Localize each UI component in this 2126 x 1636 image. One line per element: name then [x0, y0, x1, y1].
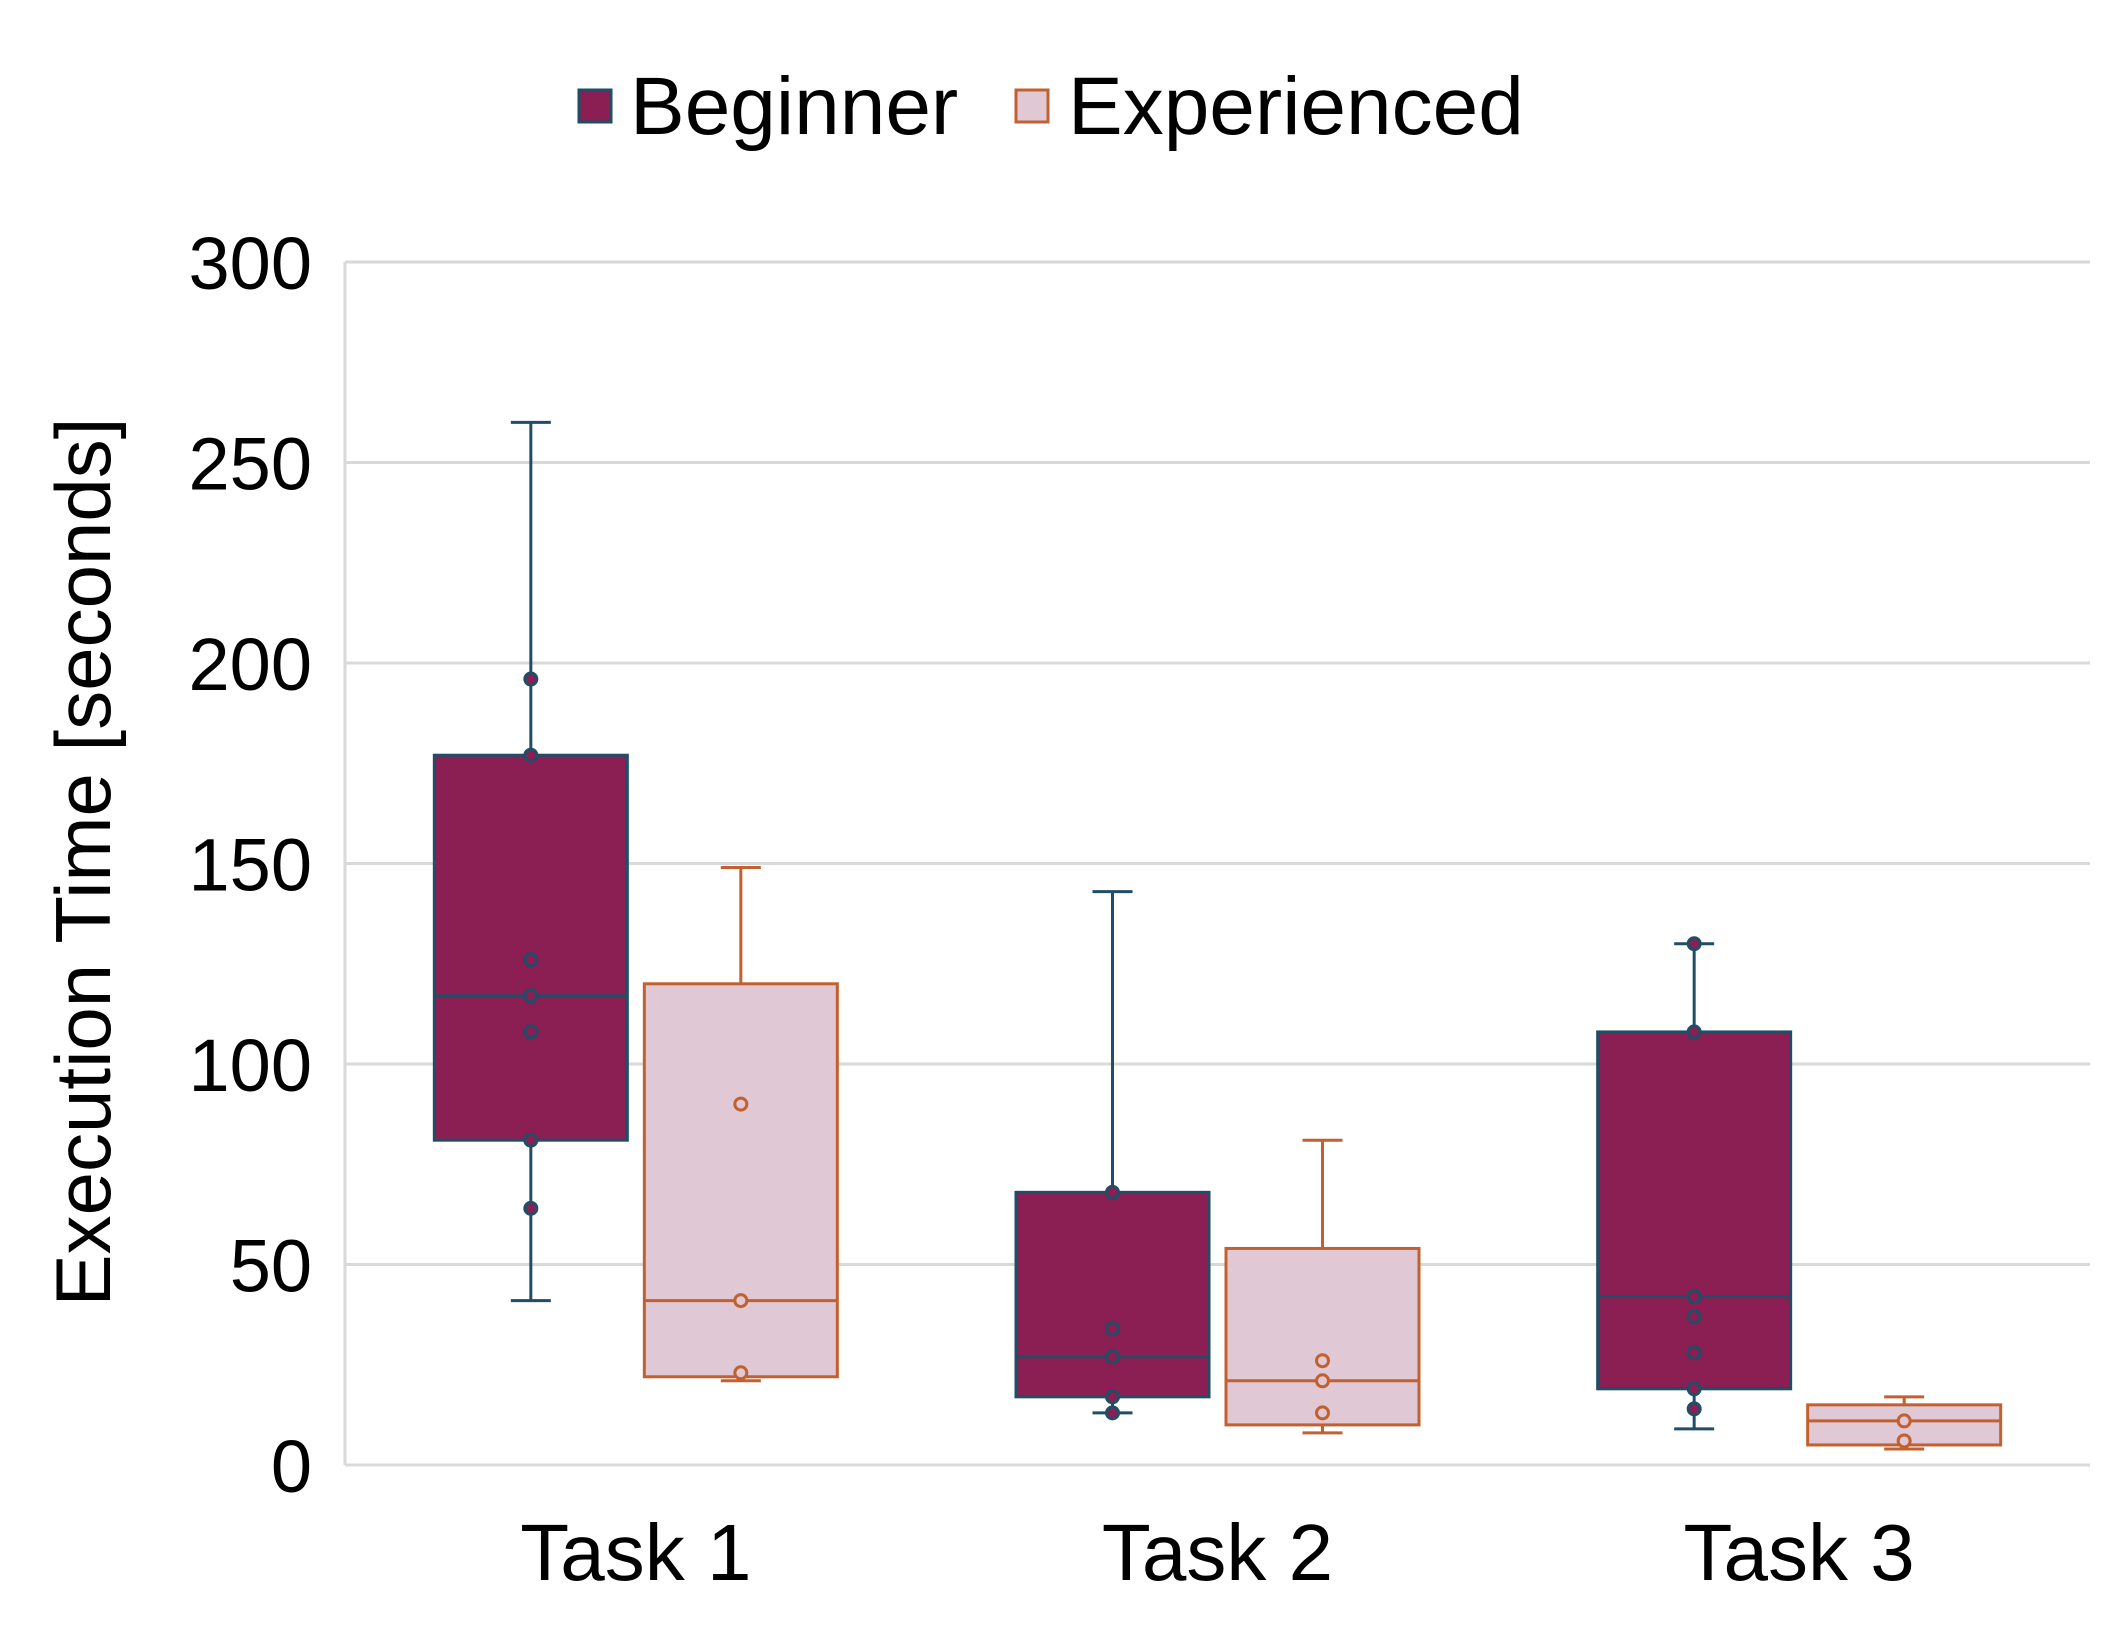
- data-point: [1896, 1433, 1912, 1449]
- data-point: [1105, 1389, 1120, 1405]
- data-point: [1686, 1289, 1702, 1305]
- gridlines: [343, 260, 2090, 1467]
- data-point: [1686, 1309, 1702, 1325]
- iqr-box: [1014, 1190, 1211, 1399]
- box-experienced-2: [1224, 1138, 1421, 1435]
- iqr-box: [642, 982, 839, 1379]
- y-tick-label: 250: [189, 423, 312, 506]
- y-tick-label: 100: [189, 1024, 312, 1107]
- data-point: [733, 1365, 749, 1381]
- y-tick-label: 200: [189, 623, 312, 706]
- data-point: [1686, 1024, 1702, 1040]
- data-point: [523, 1024, 539, 1040]
- x-tick-label: Task 3: [1684, 1508, 1915, 1597]
- box-experienced-1: [642, 866, 839, 1383]
- y-tick-label: 50: [230, 1225, 312, 1308]
- legend-swatch-experienced: [1014, 88, 1050, 124]
- data-point: [1686, 1381, 1702, 1397]
- y-axis-ticks: 0 50 100 150 200 250 300: [189, 222, 312, 1508]
- legend-label-experienced: Experienced: [1068, 61, 1524, 152]
- box-beginner-2: [1014, 890, 1211, 1421]
- data-point: [733, 1096, 749, 1112]
- data-point: [1105, 1321, 1120, 1337]
- box-experienced-3: [1806, 1395, 2003, 1451]
- x-tick-label: Task 1: [520, 1508, 751, 1597]
- box-beginner-3: [1596, 936, 1793, 1431]
- legend-label-beginner: Beginner: [630, 61, 958, 152]
- data-point: [1315, 1405, 1330, 1421]
- data-point: [523, 988, 539, 1004]
- data-point: [1105, 1184, 1120, 1200]
- y-tick-label: 300: [189, 222, 312, 305]
- data-point: [523, 747, 539, 763]
- data-point: [523, 671, 539, 687]
- box-beginner-1: [432, 420, 629, 1303]
- data-point: [1686, 1345, 1702, 1361]
- x-axis-categories: Task 1 Task 2 Task 3: [520, 1508, 1915, 1597]
- iqr-box: [1224, 1246, 1421, 1427]
- legend: Beginner Experienced: [577, 61, 1524, 152]
- data-point: [523, 1132, 539, 1148]
- legend-swatch-beginner: [577, 88, 613, 124]
- data-point: [733, 1293, 749, 1309]
- x-tick-label: Task 2: [1102, 1508, 1333, 1597]
- y-tick-label: 150: [189, 824, 312, 907]
- y-axis-title: Execution Time [seconds]: [39, 418, 127, 1307]
- data-point: [1105, 1349, 1120, 1365]
- data-point: [1896, 1413, 1912, 1429]
- box-series: [432, 420, 2003, 1451]
- data-point: [523, 1200, 539, 1216]
- data-point: [1315, 1373, 1330, 1389]
- y-tick-label: 0: [271, 1425, 312, 1508]
- data-point: [1315, 1353, 1330, 1369]
- data-point: [1686, 936, 1702, 952]
- iqr-box: [1596, 1030, 1793, 1391]
- data-point: [1686, 1401, 1702, 1417]
- iqr-box: [432, 753, 629, 1142]
- data-point: [1105, 1405, 1120, 1421]
- data-point: [523, 952, 539, 968]
